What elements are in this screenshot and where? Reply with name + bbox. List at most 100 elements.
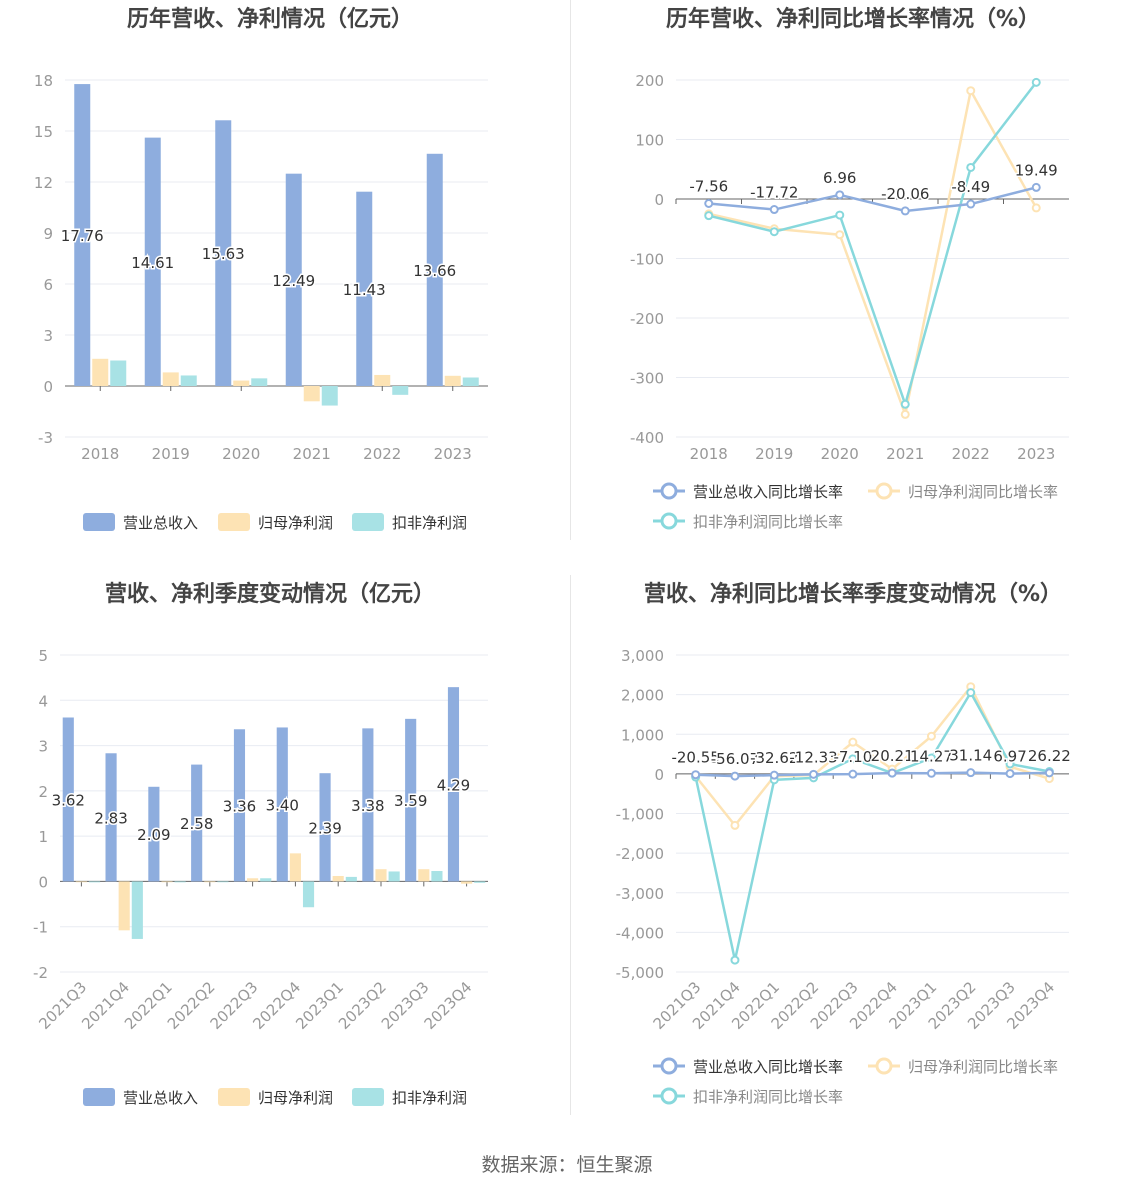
bar-deducted-profit xyxy=(174,881,186,883)
series-point-0 xyxy=(704,198,714,208)
bar-net-profit xyxy=(332,875,344,882)
bar-deducted-profit xyxy=(321,386,338,406)
bar-deducted-profit xyxy=(302,881,315,908)
quarter-line-svg: 营收、净利同比增长率季度变动情况（%） -5,000 -4,000 -3,000 -2,… xyxy=(616,581,1073,1106)
legend-label: 营业总收入 xyxy=(123,1089,198,1107)
bar-deducted-profit xyxy=(392,386,409,395)
x-tick-label: 2021 xyxy=(293,445,331,463)
legend-swatch-dot xyxy=(660,512,678,530)
annual-bar-svg: 历年营收、净利情况（亿元） -3 0 3 6 9 12 15 18 2018 2019 2020 202… xyxy=(34,6,488,532)
legend-label: 归母净利润 xyxy=(258,514,333,532)
series-point-2 xyxy=(966,688,976,698)
bar-revenue xyxy=(233,729,246,882)
bar-revenue xyxy=(62,717,74,882)
bar-net-profit xyxy=(161,881,173,883)
data-label: -56.07 xyxy=(711,750,759,768)
legend-label: 扣非净利润同比增长率 xyxy=(693,513,843,531)
series-point-0 xyxy=(835,190,845,200)
bar-deducted-profit xyxy=(388,871,400,882)
data-label: 14.27 xyxy=(910,747,953,765)
y-tick-label: 3 xyxy=(38,738,48,756)
bar-net-profit xyxy=(92,358,109,386)
chart-quarter-bar: 营收、净利季度变动情况（亿元） -2 -1 0 1 2 3 4 5 2021Q3 2021Q4 202… xyxy=(0,575,570,1120)
bar-revenue xyxy=(285,173,302,386)
data-label: 2.58 xyxy=(180,815,213,833)
series-point-0 xyxy=(848,769,858,779)
legend-label: 营业总收入同比增长率 xyxy=(693,1058,843,1076)
bar-deducted-profit xyxy=(431,871,443,882)
series-point-2 xyxy=(848,754,858,764)
series-point-2 xyxy=(1031,77,1041,87)
bar-net-profit xyxy=(461,881,473,884)
series-point-1 xyxy=(835,230,845,240)
bar-revenue xyxy=(447,687,460,882)
bar-deducted-profit xyxy=(180,375,197,386)
legend-label: 营业总收入 xyxy=(123,514,198,532)
y-tick-label: -3 xyxy=(38,429,53,447)
data-label: 3.40 xyxy=(266,796,299,814)
data-label: 6.97 xyxy=(993,748,1026,766)
bar-net-profit xyxy=(289,853,301,882)
legend-swatch-dot xyxy=(660,482,678,500)
bar-net-profit xyxy=(247,878,259,882)
y-tick-label: 12 xyxy=(34,174,53,192)
x-tick-label: 2018 xyxy=(690,445,728,463)
chart-annual-bar: 历年营收、净利情况（亿元） -3 0 3 6 9 12 15 18 2018 2019 2020 202… xyxy=(0,0,570,545)
y-tick-label: 18 xyxy=(34,72,53,90)
x-tick-label: 2022 xyxy=(363,445,401,463)
data-label: 26.22 xyxy=(1028,747,1071,765)
series-point-0 xyxy=(1031,182,1041,192)
data-label: 3.38 xyxy=(351,797,384,815)
bar-revenue xyxy=(276,727,288,882)
legend-label: 归母净利润 xyxy=(258,1089,333,1107)
y-tick-label: 3 xyxy=(43,327,53,345)
series-point-1 xyxy=(1031,203,1041,213)
legend-swatch-dot xyxy=(660,1087,678,1105)
legend-swatch xyxy=(83,1088,115,1106)
data-label: -20.55 xyxy=(671,749,719,767)
x-tick-label: 2019 xyxy=(152,445,190,463)
series-point-0 xyxy=(887,768,897,778)
bar-revenue xyxy=(191,764,203,882)
legend-label: 扣非净利润 xyxy=(392,514,467,532)
data-label: 20.21 xyxy=(871,747,914,765)
bar-net-profit xyxy=(233,380,250,386)
bar-net-profit xyxy=(374,374,391,386)
chart-title: 历年营收、净利情况（亿元） xyxy=(127,6,413,32)
data-label: 2.83 xyxy=(94,809,127,827)
series-point-1 xyxy=(900,409,910,419)
series-point-0 xyxy=(769,205,779,215)
series-point-2 xyxy=(704,211,714,221)
chart-title: 历年营收、净利同比增长率情况（%） xyxy=(666,6,1040,32)
y-tick-label: -400 xyxy=(630,429,664,447)
y-tick-label: -300 xyxy=(630,370,664,388)
bar-revenue xyxy=(426,153,443,386)
y-tick-label: -2 xyxy=(33,964,48,982)
bar-revenue xyxy=(356,191,373,386)
series-point-2 xyxy=(769,227,779,237)
bar-net-profit xyxy=(75,881,87,883)
data-label: -17.72 xyxy=(750,184,798,202)
bar-deducted-profit xyxy=(462,377,479,386)
y-tick-label: -4,000 xyxy=(616,924,664,942)
bar-deducted-profit xyxy=(110,360,127,386)
bar-deducted-profit xyxy=(251,378,268,386)
series-point-0 xyxy=(966,768,976,778)
data-label: 15.63 xyxy=(202,245,245,263)
series-point-0 xyxy=(926,768,936,778)
data-source: 数据来源：恒生聚源 xyxy=(481,1154,653,1176)
chart-annual-line: 历年营收、净利同比增长率情况（%） -400 -300 -200 -100 0 100 200… xyxy=(571,0,1134,545)
data-label: 31.14 xyxy=(949,747,992,765)
series-point-1 xyxy=(848,737,858,747)
y-tick-label: -2,000 xyxy=(616,845,664,863)
series-line-0 xyxy=(708,186,1037,213)
x-tick-label: 2018 xyxy=(81,445,119,463)
legend-label: 扣非净利润 xyxy=(392,1089,467,1107)
series-point-0 xyxy=(730,771,740,781)
y-tick-label: 100 xyxy=(635,132,664,150)
y-tick-label: 15 xyxy=(34,123,53,141)
y-tick-label: 0 xyxy=(654,766,664,784)
legend-label: 扣非净利润同比增长率 xyxy=(693,1088,843,1106)
y-tick-label: 2 xyxy=(38,783,48,801)
bar-revenue xyxy=(74,84,91,386)
